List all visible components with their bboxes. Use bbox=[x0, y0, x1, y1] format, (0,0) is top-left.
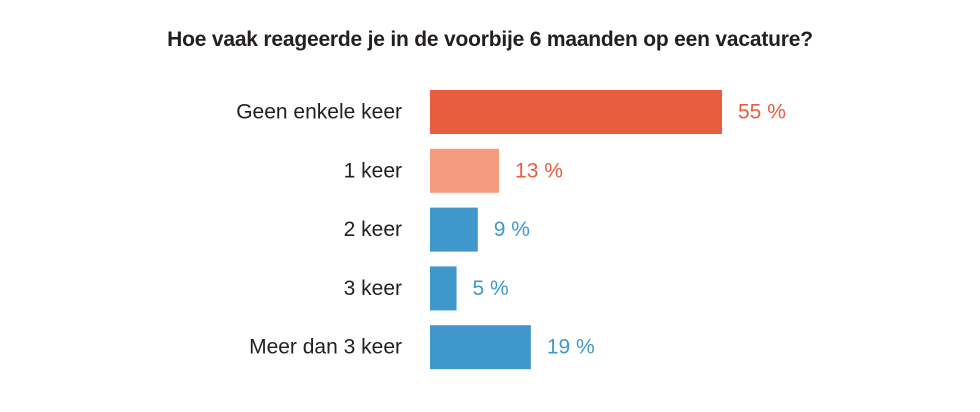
value-label: 9 % bbox=[494, 218, 530, 241]
bar bbox=[430, 207, 478, 252]
value-label: 19 % bbox=[547, 336, 595, 359]
category-label: 2 keer bbox=[344, 218, 402, 241]
value-label: 13 % bbox=[515, 159, 563, 182]
value-label: 5 % bbox=[473, 277, 509, 300]
category-label: 3 keer bbox=[344, 277, 402, 300]
value-label: 55 % bbox=[738, 101, 786, 124]
bar bbox=[430, 266, 457, 311]
category-label: 1 keer bbox=[344, 159, 402, 182]
bars-group: Geen enkele keer 55 % 1 keer 13 % 2 keer 9 % 3… bbox=[236, 90, 786, 370]
bar bbox=[430, 148, 500, 193]
bar bbox=[430, 325, 531, 370]
category-label: Meer dan 3 keer bbox=[249, 336, 402, 359]
category-label: Geen enkele keer bbox=[236, 101, 402, 124]
bar bbox=[430, 90, 722, 134]
chart-title: Hoe vaak reageerde je in de voorbije 6 m… bbox=[167, 28, 813, 51]
